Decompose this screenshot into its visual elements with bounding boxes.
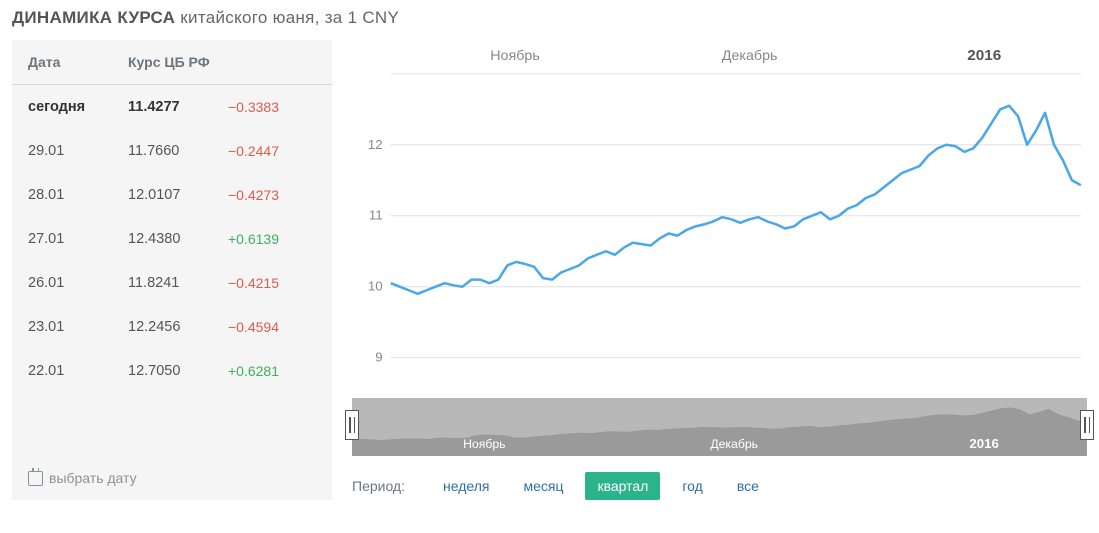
cell-date: 23.01 [28, 319, 128, 335]
svg-text:Декабрь: Декабрь [710, 437, 758, 451]
table-row[interactable]: 29.0111.7660−0.2447 [12, 129, 332, 173]
period-option-все[interactable]: все [725, 472, 771, 500]
table-row[interactable]: 26.0111.8241−0.4215 [12, 261, 332, 305]
date-picker-button[interactable]: выбрать дату [12, 456, 332, 500]
period-option-квартал[interactable]: квартал [585, 472, 660, 500]
cell-date: 27.01 [28, 231, 128, 247]
cell-change: +0.6139 [228, 231, 308, 247]
period-option-месяц[interactable]: месяц [511, 472, 575, 500]
svg-text:Ноябрь: Ноябрь [463, 437, 505, 451]
table-row[interactable]: 23.0112.2456−0.4594 [12, 305, 332, 349]
cell-change: +0.6281 [228, 363, 308, 379]
calendar-icon [28, 471, 43, 486]
table-row[interactable]: сегодня11.4277−0.3383 [12, 85, 332, 129]
table-header: Дата Курс ЦБ РФ [12, 40, 332, 85]
cell-rate: 12.4380 [128, 231, 228, 247]
range-handle-left[interactable] [345, 410, 359, 440]
svg-text:10: 10 [368, 279, 383, 294]
date-picker-label: выбрать дату [49, 470, 137, 486]
cell-date: сегодня [28, 99, 128, 115]
col-header-rate: Курс ЦБ РФ [128, 54, 228, 70]
period-options: неделя месяц квартал годвсе [431, 472, 771, 500]
cell-date: 29.01 [28, 143, 128, 159]
svg-text:11: 11 [369, 208, 383, 223]
cell-rate: 11.8241 [128, 275, 228, 291]
range-handle-right[interactable] [1080, 410, 1094, 440]
cell-change: −0.3383 [228, 99, 308, 115]
col-header-change [228, 54, 308, 70]
rate-line-chart[interactable]: Ноябрь Декабрь 2016 9 10 11 12 [352, 40, 1087, 398]
cell-change: −0.4273 [228, 187, 308, 203]
cell-change: −0.4215 [228, 275, 308, 291]
cell-change: −0.2447 [228, 143, 308, 159]
cell-date: 26.01 [28, 275, 128, 291]
exchange-rate-widget: ДИНАМИКА КУРСА китайского юаня, за 1 CNY… [0, 0, 1099, 533]
svg-text:12: 12 [368, 137, 383, 152]
chart-panel: Ноябрь Декабрь 2016 9 10 11 12 Ноябрь Декабрь 20… [352, 40, 1087, 500]
period-option-неделя[interactable]: неделя [431, 472, 501, 500]
range-selector[interactable]: Ноябрь Декабрь 2016 [352, 398, 1087, 456]
cell-date: 28.01 [28, 187, 128, 203]
period-label: Период: [352, 478, 405, 494]
cell-rate: 12.7050 [128, 363, 228, 379]
svg-text:9: 9 [375, 350, 382, 365]
cell-rate: 12.2456 [128, 319, 228, 335]
svg-text:2016: 2016 [969, 436, 999, 451]
svg-text:Декабрь: Декабрь [722, 47, 778, 63]
cell-date: 22.01 [28, 363, 128, 379]
cell-rate: 11.4277 [128, 99, 228, 115]
cell-change: −0.4594 [228, 319, 308, 335]
period-option-год[interactable]: год [670, 472, 714, 500]
title-sub: китайского юаня, за 1 CNY [180, 8, 399, 27]
rates-table: Дата Курс ЦБ РФ сегодня11.4277−0.338329.… [12, 40, 332, 500]
period-selector: Период: неделя месяц квартал годвсе [352, 456, 1087, 500]
svg-text:2016: 2016 [967, 47, 1001, 64]
title-main: ДИНАМИКА КУРСА [12, 8, 175, 27]
table-body: сегодня11.4277−0.338329.0111.7660−0.2447… [12, 85, 332, 456]
mini-chart: Ноябрь Декабрь 2016 [352, 398, 1087, 456]
content-row: Дата Курс ЦБ РФ сегодня11.4277−0.338329.… [12, 40, 1087, 500]
col-header-date: Дата [28, 54, 128, 70]
svg-text:Ноябрь: Ноябрь [490, 47, 540, 63]
table-row[interactable]: 22.0112.7050+0.6281 [12, 349, 332, 393]
cell-rate: 12.0107 [128, 187, 228, 203]
cell-rate: 11.7660 [128, 143, 228, 159]
table-row[interactable]: 27.0112.4380+0.6139 [12, 217, 332, 261]
page-title: ДИНАМИКА КУРСА китайского юаня, за 1 CNY [12, 8, 1087, 28]
table-row[interactable]: 28.0112.0107−0.4273 [12, 173, 332, 217]
